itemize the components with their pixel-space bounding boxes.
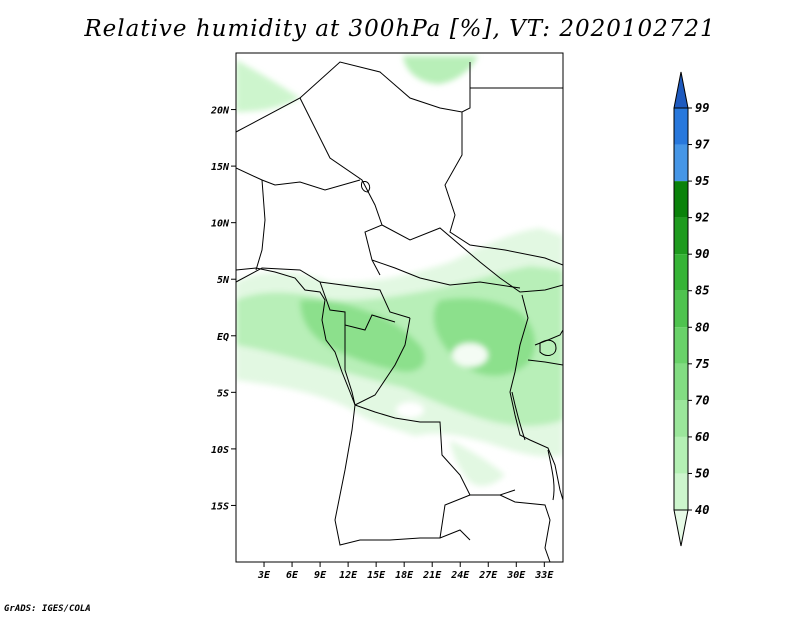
lake-tanganyika — [511, 391, 526, 441]
colorbar-label: 95 — [695, 174, 709, 188]
colorbar-label: 90 — [695, 247, 709, 261]
lon-tick-label: 30E — [506, 570, 526, 581]
lon-tick-label: 24E — [450, 570, 470, 581]
colorbar-label: 85 — [695, 284, 709, 298]
lat-tick-label: 15N — [211, 162, 230, 173]
colorbar-segment — [674, 217, 688, 255]
lon-tick-label: 3E — [257, 570, 271, 581]
colorbar-label: 75 — [695, 357, 709, 371]
colorbar: 40 50 60 70 75 80 85 90 92 95 97 99 — [673, 71, 710, 547]
longitude-axis: 3E 6E 9E 12E 15E 18E 21E 24E 27E 30E 33E — [257, 562, 554, 581]
colorbar-segment — [674, 144, 688, 182]
map-frame — [235, 52, 564, 563]
colorbar-segment — [674, 327, 688, 364]
colorbar-label: 40 — [695, 503, 709, 517]
lakes — [361, 181, 557, 501]
lon-tick-label: 21E — [422, 570, 442, 581]
lat-tick-label: 10S — [211, 445, 229, 456]
colorbar-label: 97 — [695, 138, 710, 152]
colorbar-label: 92 — [695, 211, 709, 225]
humidity-band-75 — [300, 299, 425, 372]
latitude-axis: 20N 15N 10N 5N EQ 5S 10S 15S — [210, 106, 236, 512]
humidity-band-north2 — [403, 56, 478, 84]
lon-tick-label: 6E — [286, 570, 299, 581]
colorbar-segment — [674, 254, 688, 291]
country-borders — [236, 61, 563, 562]
colorbar-label: 50 — [695, 466, 709, 480]
colorbar-segment — [673, 509, 689, 547]
colorbar-label: 99 — [695, 101, 709, 115]
lat-tick-label: 15S — [211, 501, 229, 512]
colorbar-segment — [674, 108, 688, 145]
coastline — [236, 267, 356, 406]
lake-malawi — [547, 449, 555, 501]
lon-tick-label: 33E — [534, 570, 554, 581]
colorbar-outline — [673, 107, 689, 511]
colorbar-label: 80 — [695, 320, 709, 334]
credit-label: GrADS: IGES/COLA — [4, 604, 91, 614]
map-title: Relative humidity at 300hPa [%], VT: 202… — [84, 16, 716, 42]
colorbar-segment — [674, 400, 688, 437]
lon-tick-label: 27E — [478, 570, 498, 581]
colorbar-segment — [674, 290, 688, 328]
lat-tick-label: 20N — [210, 106, 230, 117]
dry-spot — [452, 343, 488, 367]
humidity-field — [236, 56, 563, 486]
lake-victoria — [539, 339, 557, 356]
humidity-band-south — [450, 440, 505, 486]
colorbar-segment — [674, 181, 688, 218]
lat-tick-label: 5S — [217, 388, 229, 399]
lon-tick-label: 9E — [314, 570, 327, 581]
colorbar-segment — [674, 473, 688, 510]
colorbar-label: 70 — [695, 393, 709, 407]
lon-tick-label: 18E — [395, 570, 414, 581]
lat-tick-label: 5N — [217, 275, 230, 286]
lat-tick-label: 10N — [211, 219, 230, 230]
colorbar-segment — [674, 363, 688, 401]
lat-tick-label: EQ — [217, 332, 229, 343]
lon-tick-label: 12E — [339, 570, 358, 581]
dry-spot-2 — [396, 402, 424, 418]
lon-tick-label: 15E — [367, 570, 386, 581]
lake-chad — [361, 181, 371, 193]
humidity-band-north — [236, 60, 300, 112]
colorbar-segment — [673, 71, 689, 109]
colorbar-segment — [674, 436, 688, 474]
colorbar-label: 60 — [695, 430, 709, 444]
